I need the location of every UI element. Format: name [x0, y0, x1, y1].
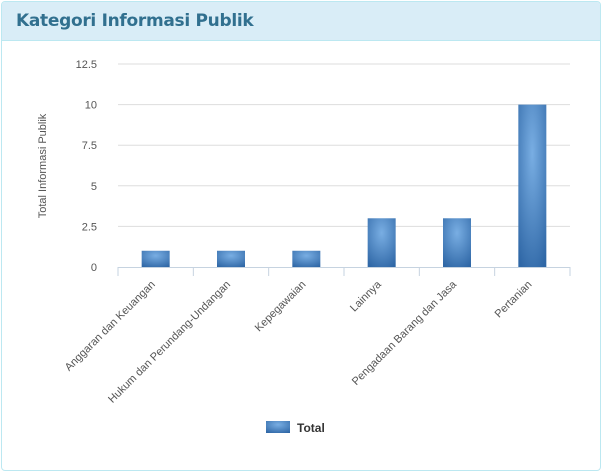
- x-tick-label: Pertanian: [493, 279, 535, 321]
- y-axis-label: Total Informasi Publik: [37, 113, 49, 218]
- bar: [443, 218, 471, 267]
- bar: [217, 250, 245, 267]
- y-tick-label: 7.5: [82, 140, 97, 152]
- x-tick-label: Lainnya: [348, 278, 384, 314]
- panel-header: Kategori Informasi Publik: [2, 2, 600, 41]
- panel-title: Kategori Informasi Publik: [16, 11, 254, 31]
- legend: Total: [266, 421, 325, 435]
- y-tick-label: 0: [91, 262, 97, 274]
- y-tick-label: 2.5: [82, 221, 97, 233]
- y-tick-label: 12.5: [76, 59, 97, 71]
- y-tick-label: 10: [85, 100, 97, 112]
- x-tick-label: Hukum dan Perundang-Undangan: [106, 279, 233, 406]
- bar: [518, 104, 547, 267]
- bar: [292, 250, 321, 267]
- x-tick-label: Kepegawaian: [253, 279, 309, 335]
- y-tick-label: 5: [91, 181, 97, 193]
- legend-swatch: [266, 421, 290, 433]
- bar: [367, 218, 396, 267]
- legend-label: Total: [297, 421, 325, 435]
- bar: [141, 250, 170, 267]
